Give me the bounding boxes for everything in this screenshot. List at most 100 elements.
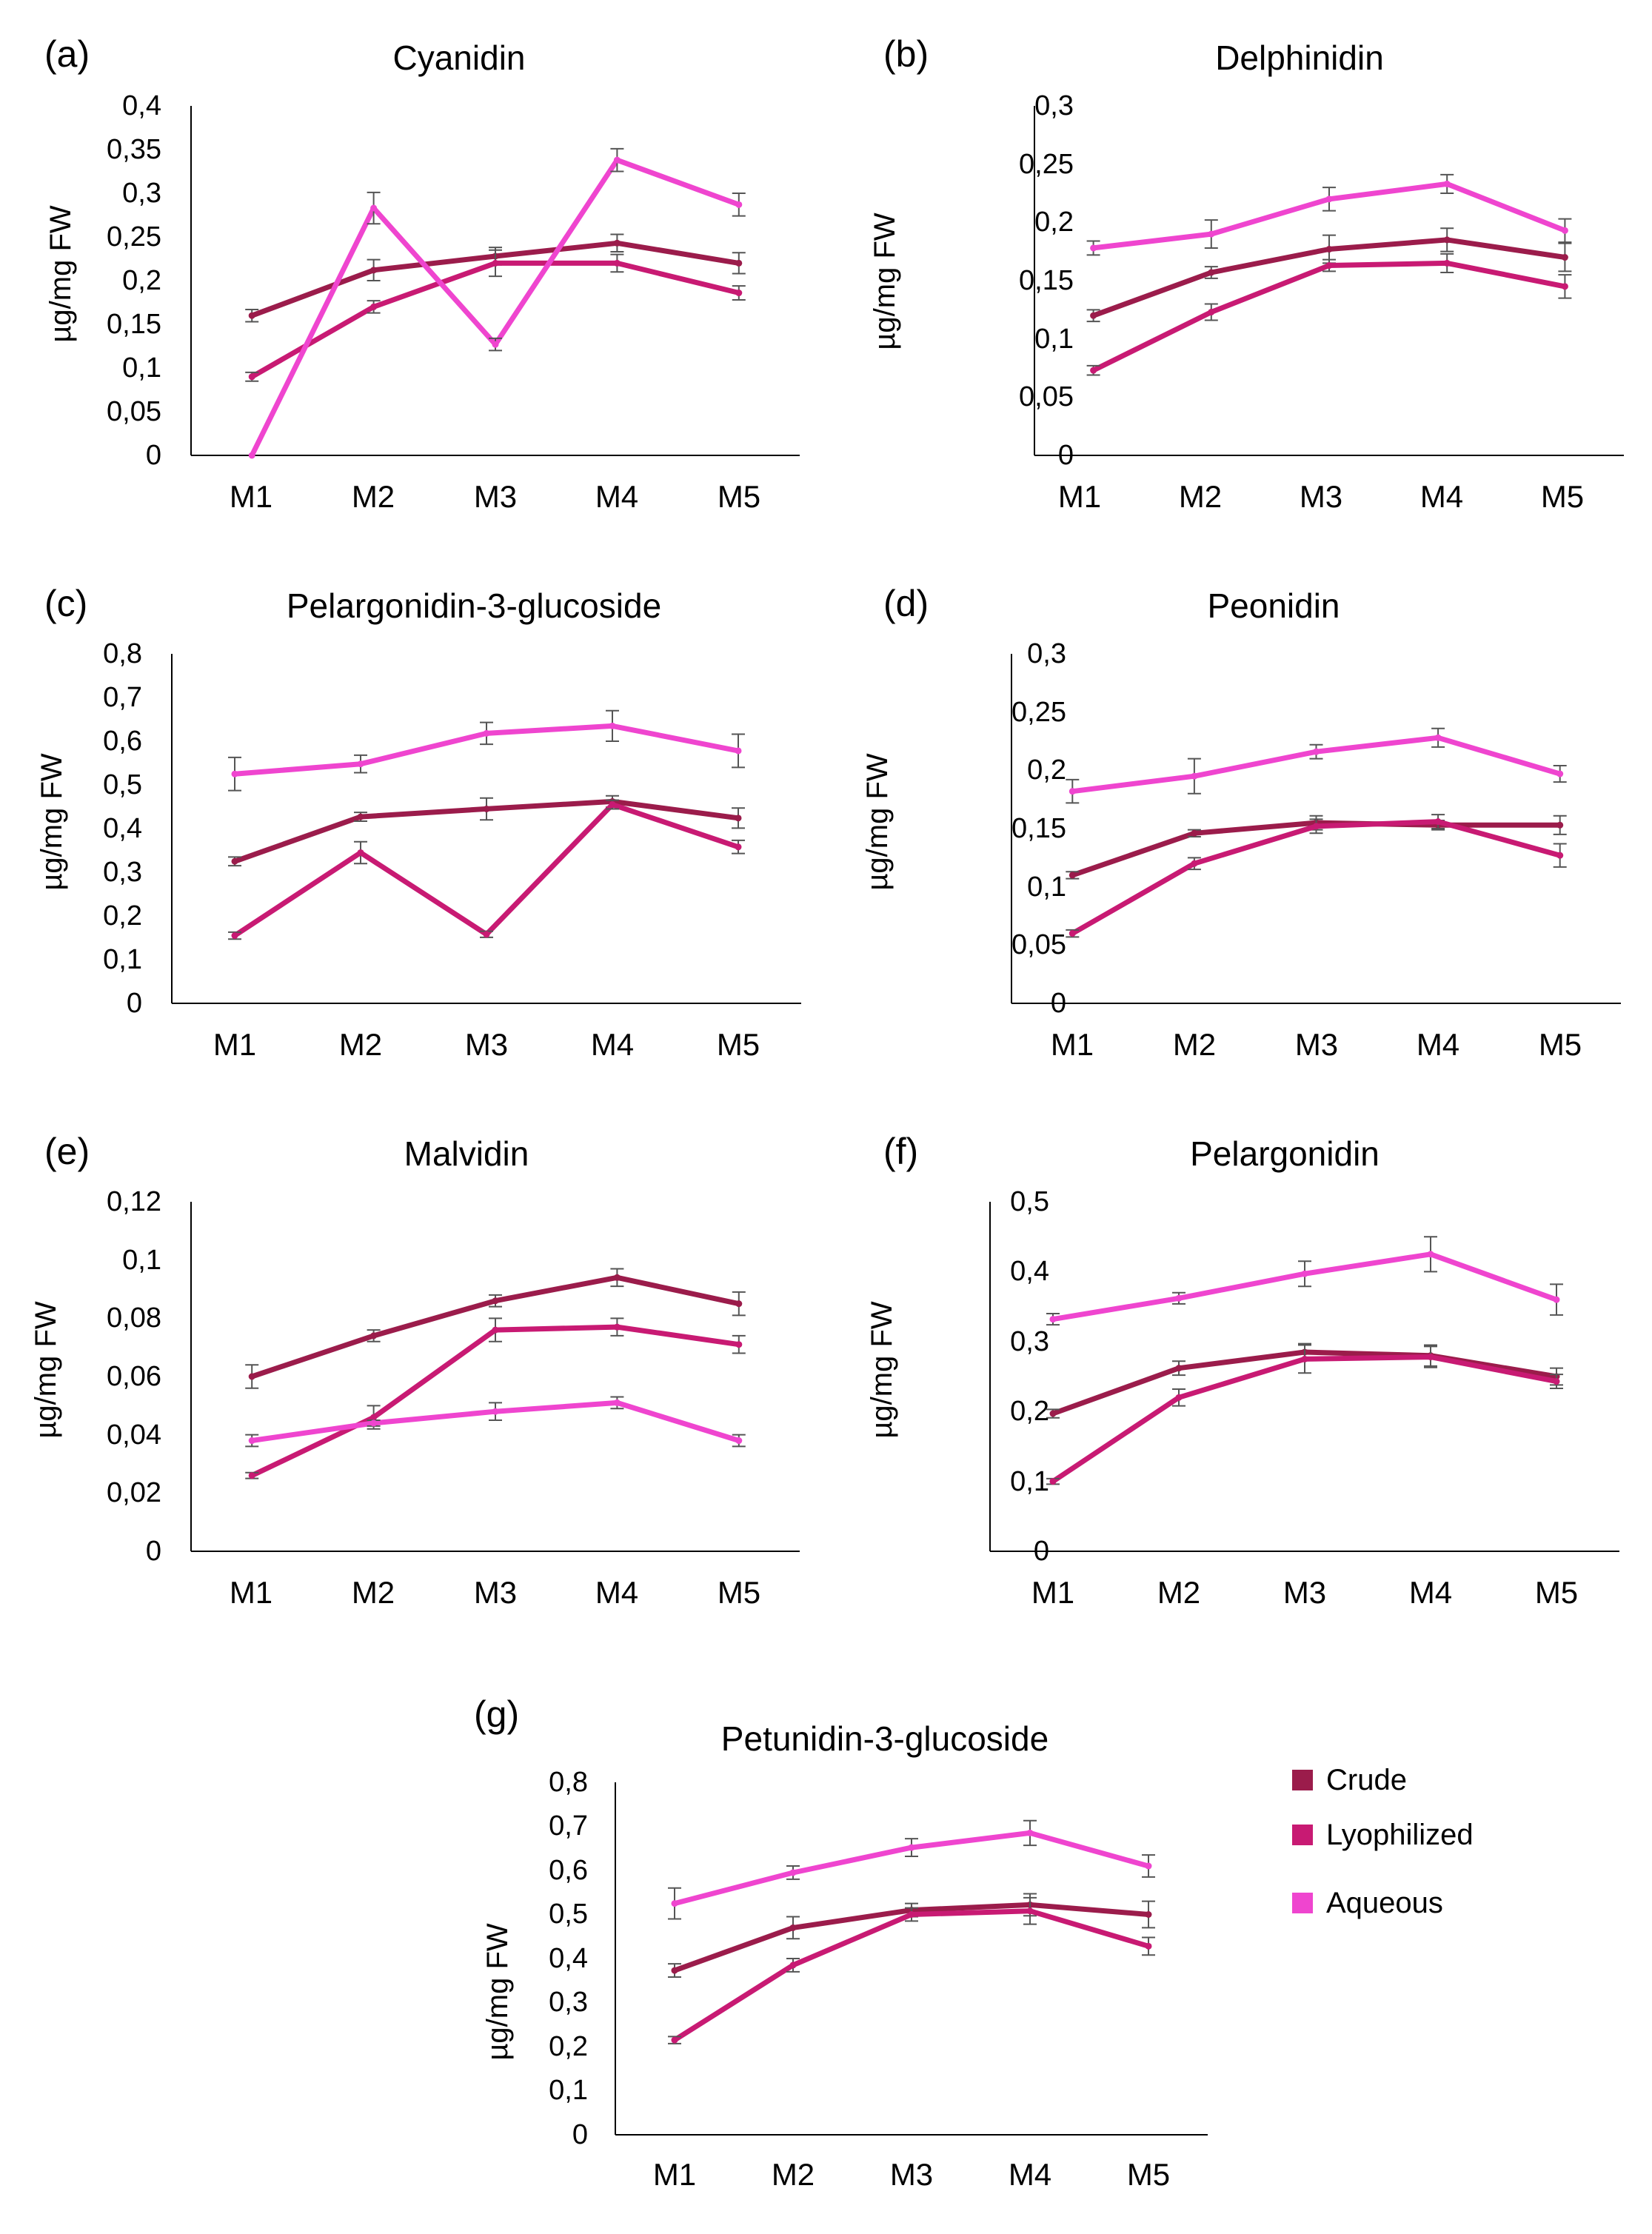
y-tick-label: 0,6 [549,1855,588,1886]
data-point-crude [1208,269,1215,276]
data-point-aqueous [1301,1270,1308,1277]
y-axis-label: µg/mg FW [866,1301,898,1439]
data-point-lyophilized [370,303,378,310]
x-tick-label: M4 [595,479,639,514]
data-point-lyophilized [1553,1378,1560,1385]
data-point-crude [735,259,743,267]
data-point-aqueous [1026,1829,1034,1836]
y-tick-label: 0 [1033,1536,1049,1567]
y-tick-label: 0,8 [103,638,142,669]
data-point-lyophilized [1090,367,1097,374]
data-point-lyophilized [357,849,364,856]
x-tick-label: M1 [1031,1575,1075,1610]
data-point-aqueous [1427,1251,1434,1258]
data-point-lyophilized [1556,852,1564,859]
data-point-lyophilized [492,259,499,267]
y-tick-label: 0,1 [122,1245,161,1276]
y-tick-label: 0,1 [122,352,161,384]
panel-label: (b) [883,33,929,75]
y-tick-label: 0,3 [103,857,142,888]
y-tick-label: 0 [1057,440,1074,471]
y-tick-label: 0,3 [549,1987,588,2018]
panel-label: (a) [44,33,90,75]
data-point-aqueous [613,156,621,164]
y-axis-label: µg/mg FW [44,205,77,343]
y-tick-label: 0,7 [549,1810,588,1842]
y-tick-label: 0,08 [107,1302,161,1334]
data-point-lyophilized [735,843,742,851]
y-tick-label: 0,5 [103,769,142,800]
x-tick-label: M4 [1416,1027,1460,1062]
legend-swatch [1292,1825,1313,1845]
y-tick-label: 0,5 [549,1899,588,1930]
data-point-lyophilized [1313,823,1320,830]
y-tick-label: 0,2 [1010,1396,1049,1427]
series-line-aqueous [249,157,742,458]
y-tick-label: 0 [145,440,161,471]
chart-svg-c [171,654,801,1004]
data-point-lyophilized [609,801,616,809]
data-point-aqueous [492,341,499,348]
y-tick-label: 0,35 [107,134,161,165]
data-point-lyophilized [613,1323,621,1331]
chart-svg-e [190,1202,800,1552]
x-tick-label: M5 [1540,479,1585,514]
y-tick-label: 0,1 [103,944,142,975]
y-tick-label: 0,12 [107,1186,161,1217]
chart-title: Malvidin [404,1134,529,1173]
data-point-aqueous [370,204,378,212]
x-tick-label: M5 [1126,2157,1171,2192]
chart-panel-d: (d) Peonidin µg/mg FW 0 0,05 0,1 0,15 0,… [826,548,1651,1096]
data-point-crude [1443,236,1451,244]
series-line-lyophilized [1069,819,1563,937]
x-tick-label: M1 [229,1575,273,1610]
x-tick-label: M3 [889,2157,934,2192]
y-tick-label: 0,4 [549,1943,588,1974]
y-tick-label: 0,7 [103,682,142,713]
data-point-lyophilized [248,373,255,381]
y-tick-label: 0,4 [103,813,142,844]
y-tick-label: 0,3 [1027,638,1066,669]
data-point-crude [1556,821,1564,829]
series-line-lyophilized [672,1908,1151,2043]
data-point-lyophilized [613,259,621,267]
data-point-lyophilized [1443,259,1451,267]
data-point-crude [370,1332,378,1340]
y-tick-label: 0,25 [1011,697,1066,728]
x-tick-label: M1 [229,479,273,514]
chart-title: Cyanidin [392,39,526,77]
chart-svg-f [989,1202,1619,1552]
data-point-crude [357,813,364,820]
y-tick-label: 0,02 [107,1477,161,1508]
data-point-lyophilized [1191,860,1198,867]
chart-title: Pelargonidin-3-glucoside [286,586,662,625]
legend-item-crude: Crude [1292,1762,1407,1798]
x-tick-label: M3 [1283,1575,1327,1610]
data-point-aqueous [1069,788,1076,795]
data-point-aqueous [671,1900,678,1907]
data-point-aqueous [1049,1316,1057,1323]
data-point-lyophilized [735,290,743,297]
data-point-aqueous [248,1437,255,1445]
x-tick-label: M3 [464,1027,509,1062]
legend-label: Crude [1326,1764,1407,1796]
data-point-aqueous [1175,1294,1183,1302]
data-point-lyophilized [248,1472,255,1479]
panel-label: (c) [44,583,88,624]
data-point-aqueous [1325,195,1333,203]
y-tick-label: 0 [126,988,142,1019]
chart-svg-a [190,106,800,459]
data-point-lyophilized [1427,1354,1434,1361]
data-point-aqueous [1145,1862,1152,1870]
data-point-crude [613,239,621,247]
series-line-lyophilized [249,260,742,380]
chart-title: Delphinidin [1215,39,1384,77]
panel-label: (d) [883,583,929,624]
data-point-lyophilized [1026,1907,1034,1915]
y-tick-label: 0,05 [107,396,161,427]
chart-panel-c: (c) Pelargonidin-3-glucoside µg/mg FW 0 … [0,548,826,1096]
data-point-crude [613,1274,621,1281]
data-point-lyophilized [1049,1478,1057,1485]
x-tick-label: M1 [1057,479,1102,514]
chart-title: Petunidin-3-glucoside [720,1719,1049,1758]
